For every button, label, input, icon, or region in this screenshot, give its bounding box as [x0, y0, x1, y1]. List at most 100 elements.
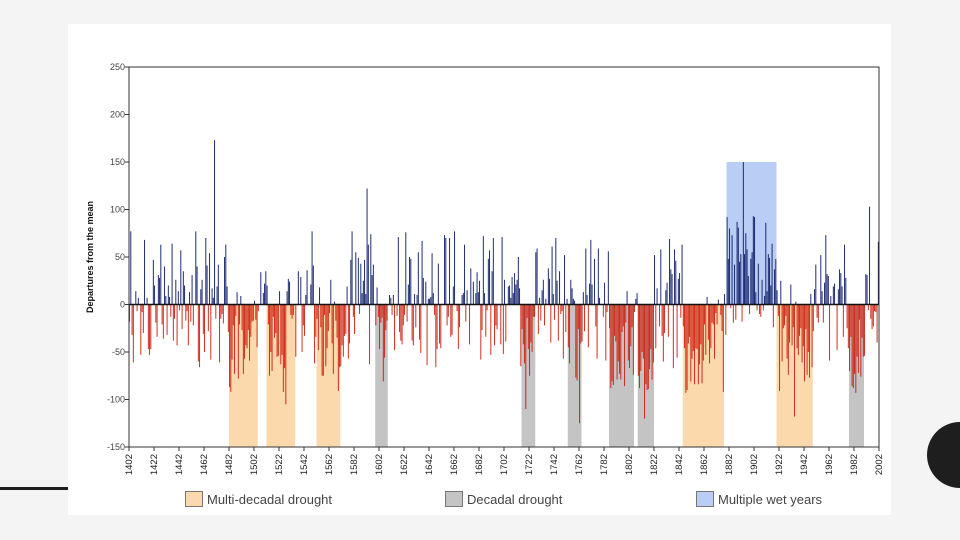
bar-1589: [362, 280, 364, 305]
bar-1962: [829, 304, 831, 361]
bar-1883: [730, 304, 732, 309]
bar-1770: [589, 283, 591, 305]
bar-1971: [840, 273, 842, 305]
bar-1912: [766, 291, 768, 305]
y-ticks: 250 200 150 100 50 0 -50 -100 -150: [107, 62, 129, 452]
bar-1772: [591, 284, 593, 305]
legend-label-multi-decadal: Multi-decadal drought: [207, 491, 333, 507]
bar-1597: [372, 264, 374, 305]
bar-1666: [459, 304, 461, 328]
bar-1521: [277, 304, 279, 356]
bar-1866: [709, 304, 711, 364]
bar-1674: [469, 304, 471, 345]
bar-1460: [201, 279, 203, 305]
bar-1576: [346, 286, 348, 305]
bar-1993: [867, 304, 869, 311]
bar-1568: [336, 304, 338, 338]
bar-1452: [191, 275, 193, 305]
bar-1786: [609, 304, 611, 329]
bar-1604: [381, 304, 383, 318]
bar-1951: [815, 264, 817, 305]
bar-1495: [245, 304, 247, 346]
bar-1712: [516, 279, 518, 305]
bar-1722: [529, 304, 531, 376]
x-tick-label: 1862: [699, 454, 710, 475]
bar-1873: [717, 299, 719, 305]
bar-1885: [732, 304, 734, 323]
x-tick-label: 1562: [324, 454, 335, 475]
bars: [129, 140, 879, 424]
bar-1981: [852, 304, 854, 389]
bar-1832: [666, 282, 668, 305]
bar-1514: [269, 304, 271, 376]
bar-1788: [611, 304, 613, 382]
bar-1569: [337, 304, 339, 391]
y-tick-label: -150: [107, 442, 125, 452]
bar-1958: [824, 282, 826, 305]
bar-1784: [606, 304, 608, 313]
bar-1466: [209, 253, 211, 305]
bar-1650: [439, 304, 441, 344]
x-tick-label: 1722: [524, 454, 535, 475]
bar-1432: [166, 304, 168, 335]
bar-1805: [632, 304, 634, 375]
bar-1924: [781, 304, 783, 362]
bar-1501: [252, 304, 254, 321]
bar-1443: [180, 250, 182, 305]
bar-1418: [149, 304, 151, 355]
bar-1879: [725, 304, 727, 335]
bar-1428: [161, 304, 163, 325]
bar-1948: [811, 304, 813, 368]
bar-1512: [266, 285, 268, 305]
bar-1819: [650, 304, 652, 350]
bar-1543: [305, 295, 307, 305]
bar-1567: [335, 304, 337, 321]
x-tick-label: 1542: [299, 454, 310, 475]
bar-1541: [302, 304, 304, 326]
bar-1869: [712, 304, 714, 325]
x-tick-label: 1962: [824, 454, 835, 475]
bar-1485: [232, 304, 234, 326]
bar-1840: [676, 304, 678, 358]
bar-1619: [400, 304, 402, 341]
bar-1685: [482, 236, 484, 305]
bar-1705: [507, 286, 509, 305]
bar-1686: [484, 293, 486, 305]
bar-1616: [396, 304, 398, 316]
bar-1442: [179, 304, 181, 311]
bar-1895: [745, 233, 747, 305]
bar-1764: [581, 304, 583, 342]
bar-1843: [680, 304, 682, 318]
bar-1473: [217, 264, 219, 305]
bar-1502: [254, 300, 256, 305]
bar-1603: [380, 304, 382, 323]
bar-1826: [659, 304, 661, 327]
bar-1476: [221, 304, 223, 314]
bar-1431: [165, 295, 167, 305]
y-tick-label: -100: [107, 395, 125, 405]
bar-1645: [432, 293, 434, 305]
bar-1846: [684, 304, 686, 349]
bar-1944: [806, 304, 808, 375]
bar-1781: [602, 304, 604, 317]
bar-1639: [425, 281, 427, 305]
x-tick-label: 1622: [399, 454, 410, 475]
x-tick-label: 1642: [424, 454, 435, 475]
bar-1748: [561, 304, 563, 312]
bar-1635: [420, 304, 422, 353]
bar-1402: [129, 304, 131, 322]
bar-1902: [754, 217, 756, 305]
bar-1943: [805, 304, 807, 330]
bar-1487: [235, 304, 237, 316]
bar-1430: [164, 266, 166, 305]
bar-1766: [584, 304, 586, 332]
bar-1857: [697, 304, 699, 385]
bar-1634: [419, 304, 421, 340]
bar-1423: [155, 304, 157, 323]
x-tick-label: 1402: [124, 454, 135, 475]
bar-1765: [582, 292, 584, 305]
bar-1945: [807, 304, 809, 352]
bar-1860: [701, 304, 703, 384]
bar-1801: [627, 304, 629, 361]
